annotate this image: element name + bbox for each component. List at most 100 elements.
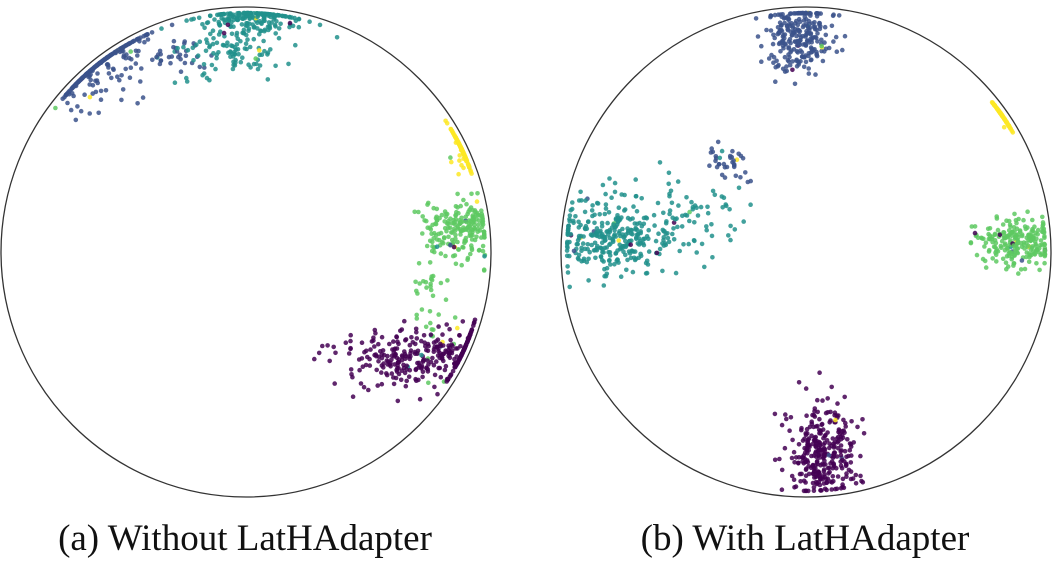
scatter-point [843, 424, 848, 429]
scatter-point [234, 33, 239, 38]
scatter-point [1009, 230, 1015, 235]
scatter-point [602, 235, 607, 241]
scatter-point [175, 45, 180, 51]
scatter-point [65, 100, 70, 106]
scatter-point [975, 235, 981, 240]
scatter-point [653, 238, 659, 244]
scatter-point [443, 363, 449, 369]
scatter-point [829, 384, 834, 390]
scatter-point [379, 370, 384, 375]
scatter-point [463, 214, 469, 220]
scatter-point [694, 205, 699, 210]
scatter-point [432, 384, 437, 390]
scatter-point [861, 431, 867, 436]
scatter-point [684, 195, 689, 200]
scatter-point [133, 61, 139, 66]
scatter-point [402, 356, 408, 362]
scatter-point [481, 267, 487, 273]
scatter-point [791, 477, 797, 483]
scatter-point [565, 270, 571, 275]
scatter-point [593, 255, 598, 261]
scatter-point [225, 22, 231, 28]
scatter-point [778, 23, 784, 28]
scatter-point [106, 65, 111, 70]
scatter-point [428, 332, 434, 338]
scatter-point [815, 39, 820, 44]
scatter-point [779, 487, 785, 493]
scatter-point [624, 267, 629, 273]
scatter-point [462, 346, 467, 352]
scatter-point [571, 248, 577, 254]
scatter-point [845, 437, 850, 442]
scatter-point [468, 222, 473, 227]
scatter-point [1011, 225, 1017, 230]
scatter-point [437, 350, 443, 356]
scatter-point [431, 236, 437, 241]
scatter-point [805, 439, 810, 444]
scatter-point [410, 340, 416, 345]
scatter-point [427, 309, 433, 314]
scatter-point [1040, 214, 1045, 220]
scatter-point [475, 226, 481, 232]
scatter-point [824, 487, 829, 493]
scatter-point [1014, 246, 1020, 251]
scatter-point [724, 203, 729, 209]
scatter-point [429, 274, 435, 279]
scatter-point [1041, 230, 1047, 236]
scatter-point [564, 248, 570, 253]
scatter-point [803, 386, 809, 391]
scatter-point [469, 327, 475, 332]
scatter-point [835, 434, 841, 440]
scatter-point [474, 199, 480, 204]
scatter-point [835, 474, 841, 479]
scatter-point [446, 376, 451, 382]
scatter-point [990, 256, 995, 261]
scatter-point [278, 21, 283, 27]
scatter-point [731, 158, 736, 163]
scatter-point [1022, 266, 1028, 272]
scatter-point [667, 191, 672, 197]
scatter-point [631, 255, 637, 261]
scatter-point [409, 335, 414, 340]
scatter-point [149, 30, 155, 35]
scatter-point [600, 182, 606, 188]
scatter-point [715, 139, 721, 145]
scatter-point [789, 473, 795, 479]
scatter-point [586, 278, 591, 283]
scatter-point [441, 235, 447, 240]
scatter-point [812, 20, 817, 25]
scatter-point [481, 229, 487, 235]
scatter-point [1018, 240, 1024, 246]
scatter-point [201, 62, 207, 67]
scatter-point [469, 237, 475, 242]
scatter-point [709, 222, 714, 227]
scatter-point [225, 16, 231, 22]
scatter-point [275, 12, 280, 18]
scatter-point [253, 56, 258, 61]
scatter-point [133, 48, 139, 54]
scatter-point [266, 20, 272, 25]
scatter-point [429, 248, 435, 254]
scatter-point [772, 411, 778, 417]
scatter-point [618, 233, 623, 239]
scatter-point [705, 210, 711, 216]
scatter-point [566, 223, 571, 229]
scatter-point [613, 234, 618, 239]
scatter-point [666, 170, 672, 176]
scatter-point [772, 457, 778, 463]
scatter-point [604, 229, 609, 234]
scatter-point [424, 243, 430, 249]
scatter-point [821, 453, 827, 458]
scatter-point [643, 271, 649, 276]
scatter-point [823, 46, 829, 52]
scatter-point [998, 111, 1003, 116]
scatter-point [597, 212, 602, 217]
scatter-point [787, 11, 793, 16]
scatter-point [251, 61, 257, 67]
scatter-point [802, 450, 808, 456]
scatter-point [120, 87, 126, 92]
scatter-point [204, 75, 210, 81]
scatter-point [387, 341, 392, 347]
scatter-point [398, 377, 404, 383]
scatter-point [728, 223, 733, 229]
